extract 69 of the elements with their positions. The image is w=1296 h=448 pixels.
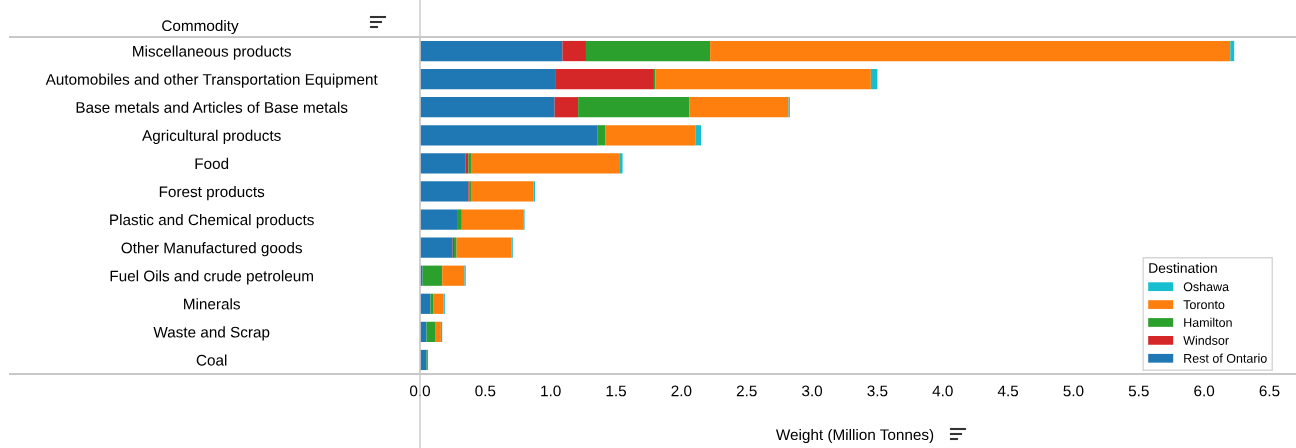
legend-title: Destination — [1149, 262, 1217, 273]
legend-label: Windsor — [1183, 335, 1229, 345]
bar — [597, 125, 606, 146]
y-tick-label: Agricultural products — [142, 129, 281, 144]
bar — [442, 265, 465, 286]
bar — [420, 209, 458, 230]
bar — [1230, 40, 1235, 62]
bar — [578, 97, 690, 118]
y-tick-label: Food — [195, 157, 229, 170]
x-tick-label: 5.0 — [1063, 385, 1084, 397]
bar — [470, 153, 620, 174]
bar — [420, 153, 466, 174]
y-tick-label: Automobiles and other Transportation Equipment — [45, 73, 378, 88]
bar — [420, 181, 469, 202]
x-axis-title: Weight (Million Tonnes) — [775, 428, 934, 444]
legend-label: Oshawa — [1183, 281, 1230, 292]
bar — [605, 125, 696, 146]
x-tick-label: 0.0 — [409, 385, 431, 397]
bar — [426, 321, 436, 342]
x-tick-label: 1.0 — [541, 385, 561, 397]
bar — [461, 209, 524, 230]
bar — [470, 181, 534, 202]
y-axis-title: Commodity — [162, 19, 239, 35]
bar — [457, 209, 462, 230]
legend-label: Hamilton — [1184, 317, 1232, 327]
x-tick-label: 5.5 — [1128, 385, 1149, 397]
y-tick-label: Fuel Oils and crude petroleum — [110, 270, 313, 285]
bar — [422, 265, 443, 286]
x-tick-label: 4.0 — [932, 385, 953, 397]
bar — [420, 69, 556, 90]
x-tick-label: 3.5 — [867, 385, 888, 397]
y-tick-label: Forest products — [159, 185, 265, 201]
bar — [456, 237, 512, 258]
bar — [435, 321, 441, 342]
legend-label: Rest of Ontario — [1184, 353, 1267, 363]
bar — [554, 97, 579, 118]
y-tick-label: Plastic and Chemical products — [110, 214, 314, 229]
y-tick-label: Waste and Scrap — [153, 326, 270, 341]
bar — [420, 125, 598, 146]
bar — [420, 237, 453, 258]
x-tick-label: 2.5 — [736, 385, 757, 397]
bar — [420, 40, 563, 62]
bar — [562, 40, 586, 62]
y-tick-label: Base metals and Articles of Base metals — [76, 101, 348, 113]
legend-label: Toronto — [1183, 300, 1225, 310]
x-tick-label: 6.5 — [1259, 385, 1280, 397]
x-tick-label: 4.5 — [997, 385, 1019, 397]
bar — [585, 40, 711, 62]
x-tick-label: 2.0 — [671, 385, 692, 397]
y-tick-label: Other Manufactured goods — [121, 242, 302, 257]
bar — [619, 153, 623, 174]
bar — [695, 125, 701, 146]
y-tick-label: Coal — [196, 354, 227, 366]
bar — [420, 349, 427, 371]
y-tick-label: Miscellaneous products — [133, 45, 291, 60]
bar — [555, 69, 654, 90]
bar — [710, 40, 1231, 62]
bar — [689, 97, 789, 118]
bar — [433, 293, 444, 314]
bar — [420, 97, 555, 118]
y-tick-label: Minerals — [184, 298, 240, 310]
bar — [430, 293, 434, 314]
x-tick-label: 6.0 — [1194, 385, 1215, 397]
bar — [870, 69, 878, 90]
bar — [420, 321, 427, 342]
bar — [655, 69, 871, 90]
x-tick-label: 3.0 — [802, 385, 823, 397]
x-tick-label: 1.5 — [606, 385, 627, 397]
x-tick-label: 0.5 — [475, 385, 496, 397]
